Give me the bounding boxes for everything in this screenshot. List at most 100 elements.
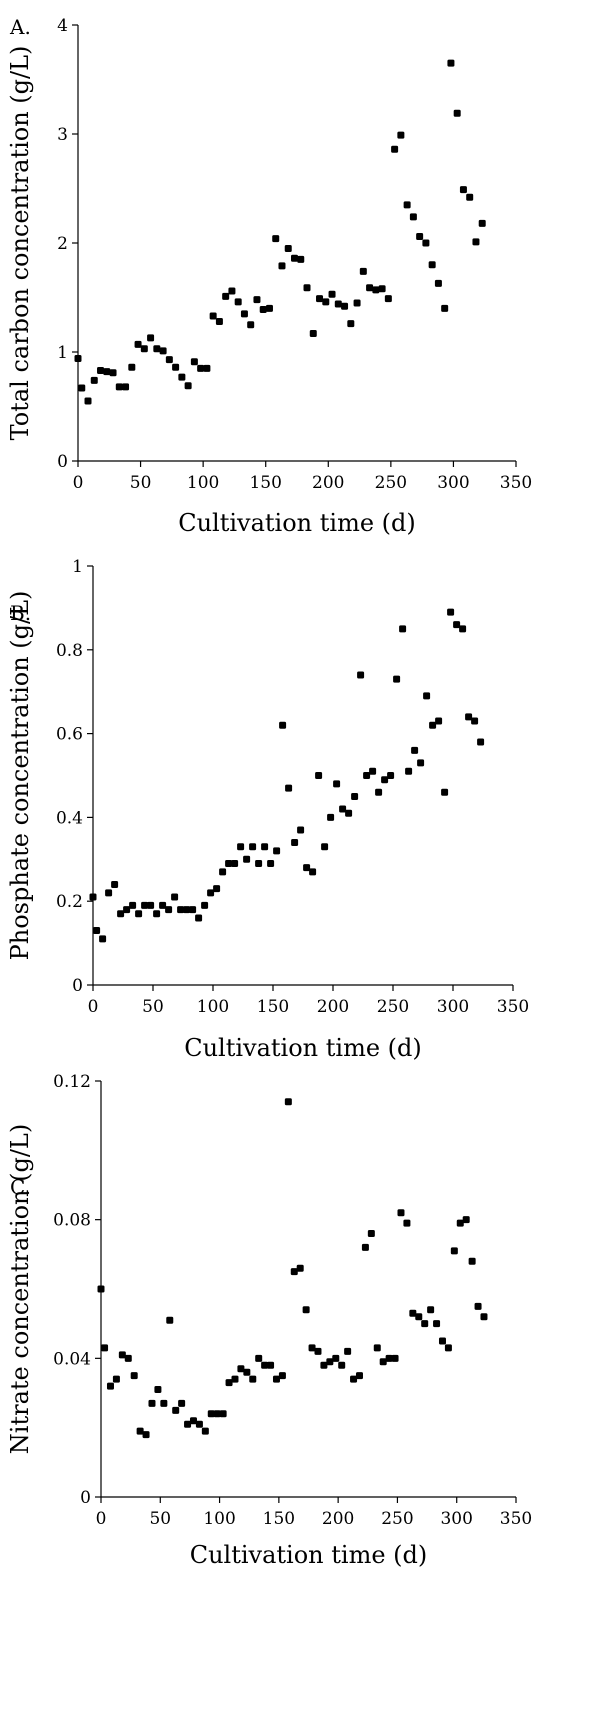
panel-a-data-point bbox=[447, 59, 455, 67]
panel-a-data-point bbox=[347, 320, 355, 328]
panel-b-data-point bbox=[135, 910, 143, 918]
panel-a-data-point bbox=[372, 286, 380, 294]
panel-b-data-point bbox=[459, 625, 467, 633]
panel-c-data-point bbox=[326, 1358, 334, 1366]
panel-b-data-point bbox=[117, 910, 125, 918]
panel-c-data-point bbox=[468, 1257, 476, 1265]
panel-a-data-point bbox=[353, 299, 361, 307]
panel-b-data-point bbox=[435, 717, 443, 725]
panel-a-y-tick-label: 2 bbox=[57, 234, 68, 254]
panel-c-data-point bbox=[444, 1344, 452, 1352]
panel-b-y-tick-label: 0.4 bbox=[56, 808, 83, 828]
panel-c-data-point bbox=[201, 1427, 209, 1435]
panel-c-data-point bbox=[148, 1399, 156, 1407]
panel-b-y-tick-label: 0.6 bbox=[56, 725, 83, 745]
panel-b-x-tick-label: 0 bbox=[88, 997, 99, 1017]
panel-b-data-point bbox=[321, 843, 329, 851]
panel-c-data-point bbox=[172, 1406, 180, 1414]
panel-b-y-tick-label: 0 bbox=[72, 976, 83, 996]
panel-b-y-tick-label: 0.8 bbox=[56, 641, 83, 661]
panel-a-data-point bbox=[303, 284, 311, 292]
panel-b-data-point bbox=[273, 847, 281, 855]
panel-a-data-point bbox=[316, 295, 324, 303]
panel-a-data-point bbox=[322, 298, 330, 306]
panel-c-data-point bbox=[450, 1247, 458, 1255]
panel-a-x-tick-label: 350 bbox=[500, 473, 532, 493]
panel-a-data-point bbox=[234, 298, 242, 306]
panel-c-x-tick-label: 50 bbox=[149, 1509, 171, 1529]
panel-a-data-point bbox=[397, 131, 405, 139]
panel-b-data-point bbox=[105, 889, 113, 897]
panel-a-label: A. bbox=[9, 15, 31, 39]
panel-a-y-tick-label: 4 bbox=[57, 16, 68, 36]
panel-c-data-point bbox=[397, 1209, 405, 1217]
panel-c-y-tick-label: 0.08 bbox=[53, 1211, 91, 1231]
panel-b-data-point bbox=[165, 906, 173, 914]
panel-a-data-point bbox=[259, 305, 267, 313]
panel-c-data-point bbox=[178, 1399, 186, 1407]
panel-c-data-point bbox=[112, 1375, 120, 1383]
panel-b-data-point bbox=[411, 746, 419, 754]
panel-b-y-tick-label: 0.2 bbox=[56, 892, 83, 912]
panel-a-data-point bbox=[172, 363, 180, 371]
panel-a-data-point bbox=[247, 321, 255, 329]
panel-a-x-tick-label: 100 bbox=[187, 473, 219, 493]
panel-c-data-point bbox=[338, 1361, 346, 1369]
panel-a-data-point bbox=[97, 367, 105, 375]
panel-c-data-point bbox=[213, 1410, 221, 1418]
panel-a-data-point bbox=[122, 383, 130, 391]
panel-a-data-point bbox=[309, 329, 317, 337]
panel-b-data-point bbox=[465, 713, 473, 721]
panel-b-data-point bbox=[363, 772, 371, 779]
panel-c-data-point bbox=[272, 1375, 280, 1383]
panel-b-data-point bbox=[207, 889, 215, 897]
panel-b-y-axis-label: Phosphate concentration (g/L) bbox=[6, 591, 34, 961]
panel-c-data-point bbox=[261, 1361, 269, 1369]
panel-a-data-point bbox=[366, 284, 374, 292]
panel-b-x-tick-label: 200 bbox=[317, 997, 349, 1017]
panel-a-data-point bbox=[334, 300, 342, 308]
panel-b-x-tick-label: 250 bbox=[377, 997, 409, 1017]
panel-a-data-point bbox=[416, 232, 424, 240]
panel-c-data-point bbox=[166, 1316, 174, 1324]
panel-a-data-point bbox=[441, 304, 449, 312]
panel-c-data-point bbox=[136, 1427, 144, 1435]
panel-a-data-point bbox=[190, 358, 198, 366]
panel-c-x-axis-label: Cultivation time (d) bbox=[190, 1541, 428, 1569]
panel-b-data-point bbox=[285, 784, 293, 792]
panel-a-data-point bbox=[466, 193, 474, 201]
panel-c-data-point bbox=[403, 1219, 411, 1227]
panel-a-data-point bbox=[409, 213, 417, 221]
panel-a-data-point bbox=[203, 364, 211, 372]
panel-b-data-point bbox=[417, 759, 425, 767]
panel-b-data-point bbox=[297, 826, 305, 834]
panel-c-x-tick-label: 0 bbox=[96, 1509, 107, 1529]
panel-b-data-point bbox=[171, 893, 179, 901]
panel-b-data-point bbox=[249, 843, 257, 851]
panel-a-data-point bbox=[459, 186, 467, 194]
panel-a-data-point bbox=[297, 255, 305, 263]
panel-a-data-point bbox=[134, 340, 142, 348]
panel-c-data-point bbox=[231, 1375, 239, 1383]
panel-c-data-point bbox=[195, 1420, 203, 1428]
panel-c-data-point bbox=[255, 1354, 263, 1362]
panel-c-data-point bbox=[302, 1306, 310, 1314]
panel-c-chart: C. 0 50 100 150 200 250 300 350 0 0.04 0.08 0.12 Cul… bbox=[6, 1072, 532, 1569]
panel-a-data-point bbox=[265, 304, 273, 312]
panel-b-data-point bbox=[447, 608, 455, 616]
panel-c-data-point bbox=[249, 1375, 257, 1383]
panel-a-data-point bbox=[453, 109, 461, 117]
panel-a-data-point bbox=[290, 254, 298, 262]
panel-a-data-point bbox=[278, 262, 286, 270]
panel-b-data-point bbox=[279, 721, 287, 729]
panel-c-data-point bbox=[391, 1354, 399, 1362]
panel-b-data-point bbox=[255, 859, 263, 867]
panel-c-data-point bbox=[97, 1285, 105, 1293]
panel-c-data-point bbox=[385, 1354, 393, 1362]
panel-b-y-tick-label: 1 bbox=[72, 557, 83, 577]
panel-b-data-point bbox=[225, 859, 233, 867]
panel-a-x-tick-label: 200 bbox=[312, 473, 344, 493]
panel-b-data-point bbox=[243, 855, 251, 863]
panel-b-data-point bbox=[381, 776, 389, 784]
panel-a-data-point bbox=[165, 356, 173, 364]
